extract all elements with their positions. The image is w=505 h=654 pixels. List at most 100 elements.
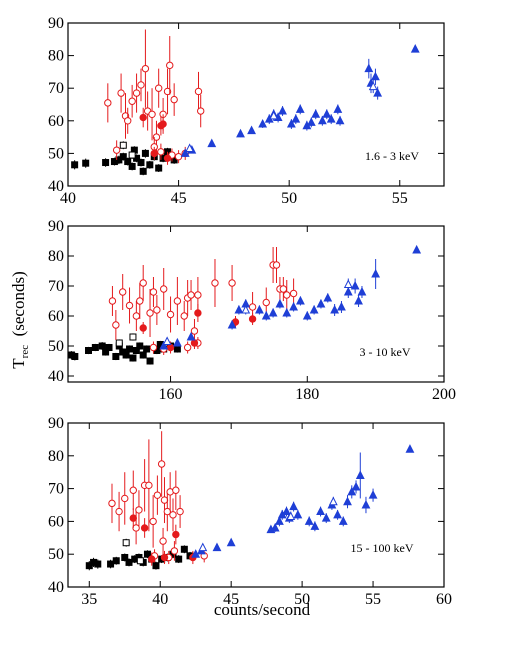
data-point-circle	[135, 506, 143, 514]
data-point-circle	[159, 120, 167, 128]
data-point-circle	[153, 306, 161, 314]
red-circle-series	[108, 431, 208, 565]
red-circle-series	[129, 508, 197, 566]
data-point-circle	[112, 146, 121, 154]
data-point-circle	[112, 321, 120, 329]
data-point-triangle	[321, 513, 331, 522]
y-tick-label: 60	[48, 513, 64, 530]
data-point-triangle	[291, 114, 301, 123]
data-point-circle	[173, 297, 182, 305]
blue-triangle-series	[198, 496, 338, 552]
data-point-square	[105, 344, 113, 351]
blue-triangle-series	[162, 278, 353, 346]
data-point-circle	[148, 110, 156, 118]
data-point-square	[126, 345, 134, 353]
data-point-triangle	[330, 304, 340, 314]
data-point-triangle	[361, 499, 371, 509]
data-point-square	[115, 339, 123, 347]
data-point-square	[112, 353, 120, 360]
data-point-triangle	[371, 268, 381, 278]
data-point-triangle	[343, 286, 353, 296]
data-point-circle	[272, 261, 281, 269]
data-point-circle	[190, 339, 199, 347]
data-point-triangle	[373, 87, 383, 97]
data-point-triangle	[296, 295, 305, 305]
data-point-triangle	[343, 496, 352, 506]
data-point-triangle	[317, 115, 327, 125]
data-point-circle	[137, 81, 145, 89]
x-axis-title: counts/second	[214, 600, 311, 619]
data-point-circle	[160, 496, 169, 504]
data-point-circle	[132, 89, 141, 97]
data-point-triangle	[368, 490, 378, 499]
data-point-triangle	[162, 336, 172, 345]
data-point-square	[102, 159, 110, 167]
plot-frame	[67, 22, 445, 187]
data-point-triangle	[326, 114, 336, 123]
red-circle-series	[139, 304, 257, 354]
data-point-circle	[180, 312, 188, 320]
data-point-square	[110, 158, 118, 166]
data-point-square	[98, 342, 106, 350]
data-point-triangle	[198, 542, 208, 552]
data-point-triangle	[368, 81, 378, 91]
y-tick-label: 80	[48, 248, 64, 265]
data-point-circle	[197, 107, 205, 115]
y-tick-label: 60	[48, 113, 64, 130]
data-point-triangle	[268, 307, 278, 317]
data-point-square	[107, 560, 115, 568]
panel-energy-label: 3 - 10 keV	[360, 345, 411, 359]
data-point-circle	[154, 84, 163, 92]
data-point-triangle	[371, 71, 380, 81]
data-point-circle	[124, 117, 132, 125]
x-tick-label: 60	[436, 591, 452, 608]
y-axis-title: Trec (seconds)	[9, 271, 31, 368]
y-tick-label: 50	[48, 546, 64, 563]
data-point-square	[119, 141, 127, 149]
data-point-square	[137, 159, 145, 167]
data-point-circle	[183, 343, 192, 352]
data-point-circle	[170, 547, 179, 555]
data-point-triangle	[270, 522, 280, 532]
data-point-triangle	[286, 118, 296, 128]
y-tick-label: 90	[48, 218, 64, 235]
data-point-square	[136, 342, 144, 350]
data-point-triangle	[261, 310, 271, 320]
blue-triangle-series	[180, 43, 420, 157]
data-point-square	[91, 344, 99, 351]
x-tick-label: 40	[152, 591, 168, 608]
data-point-circle	[211, 279, 219, 287]
data-point-square	[180, 545, 188, 553]
data-point-circle	[160, 553, 169, 562]
data-point-circle	[228, 279, 236, 287]
panel-1: 40 45 50 55 40 50 60 70 80 90 1.6 - 3 keV	[48, 15, 445, 207]
data-point-circle	[149, 288, 158, 296]
data-point-circle	[139, 113, 147, 122]
data-point-circle	[172, 530, 180, 539]
data-point-circle	[149, 517, 157, 526]
y-tick-label: 70	[48, 80, 64, 97]
y-tick-label: 70	[48, 481, 64, 498]
data-point-circle	[157, 460, 166, 468]
data-point-triangle	[357, 286, 367, 296]
data-point-triangle	[311, 109, 321, 118]
y-tick-label: 40	[48, 368, 64, 385]
data-point-triangle	[247, 125, 256, 135]
data-point-circle	[129, 514, 137, 522]
data-point-circle	[153, 491, 162, 499]
x-tick-label: 50	[294, 591, 310, 608]
x-tick-label: 160	[159, 386, 183, 403]
data-point-triangle	[274, 516, 284, 525]
data-point-triangle	[335, 115, 345, 125]
data-point-square	[146, 357, 154, 365]
data-point-circle	[132, 524, 140, 532]
data-point-triangle	[323, 292, 333, 302]
data-point-circle	[104, 99, 112, 107]
panel-energy-label: 1.6 - 3 keV	[365, 149, 419, 163]
y-tick-label: 90	[48, 415, 64, 432]
data-point-triangle	[333, 509, 343, 519]
data-point-triangle	[306, 117, 316, 126]
x-tick-label: 180	[295, 386, 319, 403]
data-point-square	[121, 553, 129, 561]
red-circle-series	[108, 247, 298, 355]
